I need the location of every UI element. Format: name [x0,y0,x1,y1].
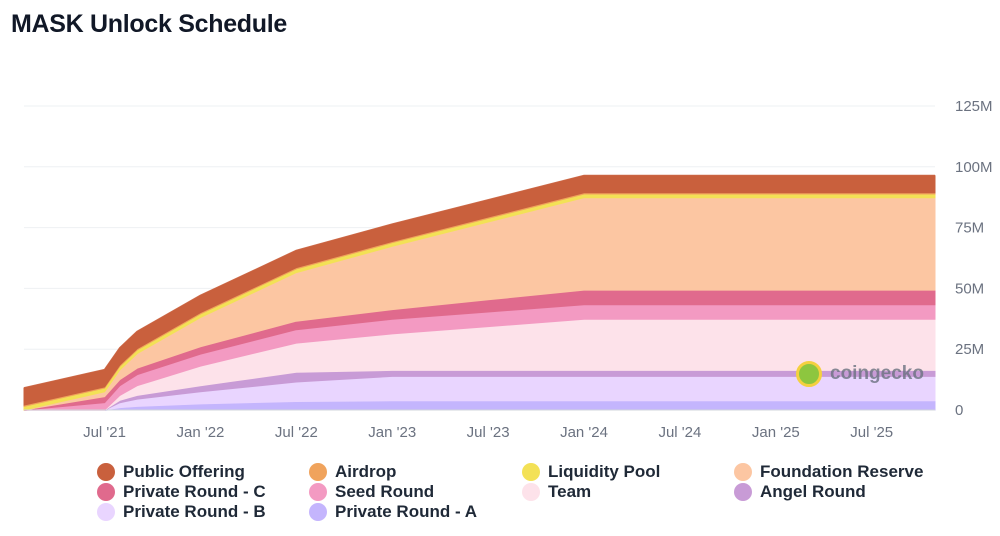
legend-item-airdrop[interactable]: Airdrop [309,462,396,482]
x-tick-label: Jan '24 [560,424,608,441]
x-tick-label: Jul '23 [467,424,510,441]
watermark-text: coingecko [830,363,924,384]
legend-item-private-round-b[interactable]: Private Round - B [97,502,266,522]
legend-item-foundation-reserve[interactable]: Foundation Reserve [734,462,923,482]
legend-item-seed-round[interactable]: Seed Round [309,482,434,502]
coingecko-watermark: coingecko [796,361,924,387]
line-public-offering [23,174,935,390]
legend-label: Private Round - C [123,482,266,501]
x-tick-label: Jul '24 [658,424,701,441]
y-tick-label: 75M [955,220,984,237]
legend-label: Team [548,482,592,501]
legend-swatch [522,483,540,501]
legend-item-liquidity-pool[interactable]: Liquidity Pool [522,462,660,482]
legend-label: Seed Round [335,482,435,501]
y-tick-label: 50M [955,280,984,297]
x-tick-label: Jul '22 [275,424,318,441]
legend-swatch [309,483,327,501]
x-tick-label: Jul '25 [850,424,893,441]
legend-item-private-round-c[interactable]: Private Round - C [97,482,266,502]
x-tick-label: Jul '21 [83,424,126,441]
legend-label: Private Round - B [123,502,266,521]
legend-swatch [734,483,752,501]
legend-swatch [309,463,327,481]
legend-swatch [734,463,752,481]
legend-item-private-round-a[interactable]: Private Round - A [309,502,477,522]
legend-label: Angel Round [760,482,866,501]
legend-swatch [309,503,327,521]
chart-title: MASK Unlock Schedule [11,10,287,38]
legend-item-angel-round[interactable]: Angel Round [734,482,866,502]
legend-swatch [97,503,115,521]
y-tick-label: 125M [955,98,993,115]
x-tick-label: Jan '23 [368,424,416,441]
legend-label: Private Round - A [335,502,477,521]
legend-swatch [97,463,115,481]
y-tick-label: 25M [955,341,984,358]
coingecko-gecko-icon [796,361,822,387]
y-tick-label: 0 [955,402,963,419]
legend-swatch [522,463,540,481]
x-tick-label: Jan '25 [752,424,800,441]
x-tick-label: Jan '22 [176,424,224,441]
legend-label: Airdrop [335,462,397,481]
legend-label: Public Offering [123,462,245,481]
legend-label: Foundation Reserve [760,462,924,481]
legend-item-public-offering[interactable]: Public Offering [97,462,245,482]
y-tick-label: 100M [955,159,993,176]
legend-swatch [97,483,115,501]
legend-label: Liquidity Pool [548,462,661,481]
legend-item-team[interactable]: Team [522,482,591,502]
